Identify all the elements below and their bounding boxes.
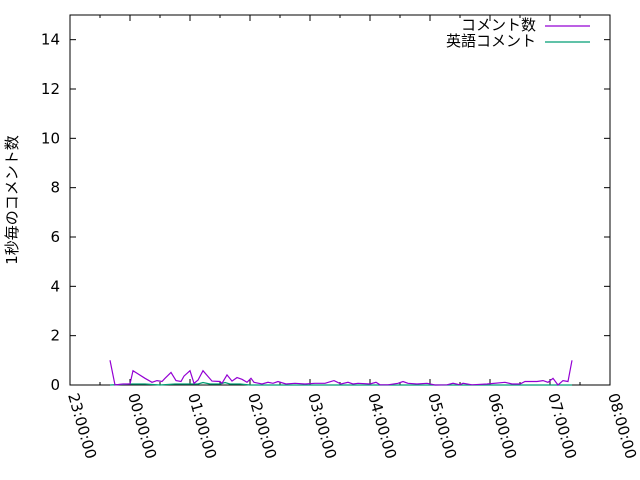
x-tick-label: 03:00:00 — [304, 391, 340, 461]
plot-lines — [109, 360, 573, 386]
x-tick-label: 08:00:00 — [604, 391, 640, 461]
plot-frame — [69, 14, 611, 386]
legend-label-comments: コメント数 — [461, 16, 536, 34]
y-tick-label: 10 — [41, 129, 60, 147]
legend: コメント数 英語コメント — [446, 16, 590, 50]
x-tick-label: 04:00:00 — [364, 391, 400, 461]
x-axis: 23:00:00 00:00:00 01:00:00 02:00:00 03:00:00… — [64, 15, 640, 461]
y-tick-label: 8 — [50, 179, 60, 197]
x-tick-label: 02:00:00 — [244, 391, 280, 461]
x-tick-label: 07:00:00 — [544, 391, 580, 461]
y-tick-label: 0 — [50, 376, 60, 394]
x-tick-label: 00:00:00 — [124, 391, 160, 461]
y-axis-label: 1秒毎のコメント数 — [3, 135, 21, 265]
y-tick-label: 2 — [50, 327, 60, 345]
y-tick-label: 4 — [50, 277, 60, 295]
x-tick-label: 01:00:00 — [184, 391, 220, 461]
y-tick-label: 6 — [50, 228, 60, 246]
y-axis: 0 2 4 6 8 10 12 14 — [41, 31, 610, 394]
x-tick-label: 05:00:00 — [424, 391, 460, 461]
x-tick-label: 06:00:00 — [484, 391, 520, 461]
series-line-0 — [109, 360, 573, 386]
y-tick-label: 14 — [41, 31, 60, 49]
y-tick-label: 12 — [41, 80, 60, 98]
x-tick-label: 23:00:00 — [64, 391, 100, 461]
legend-label-english: 英語コメント — [446, 32, 536, 50]
